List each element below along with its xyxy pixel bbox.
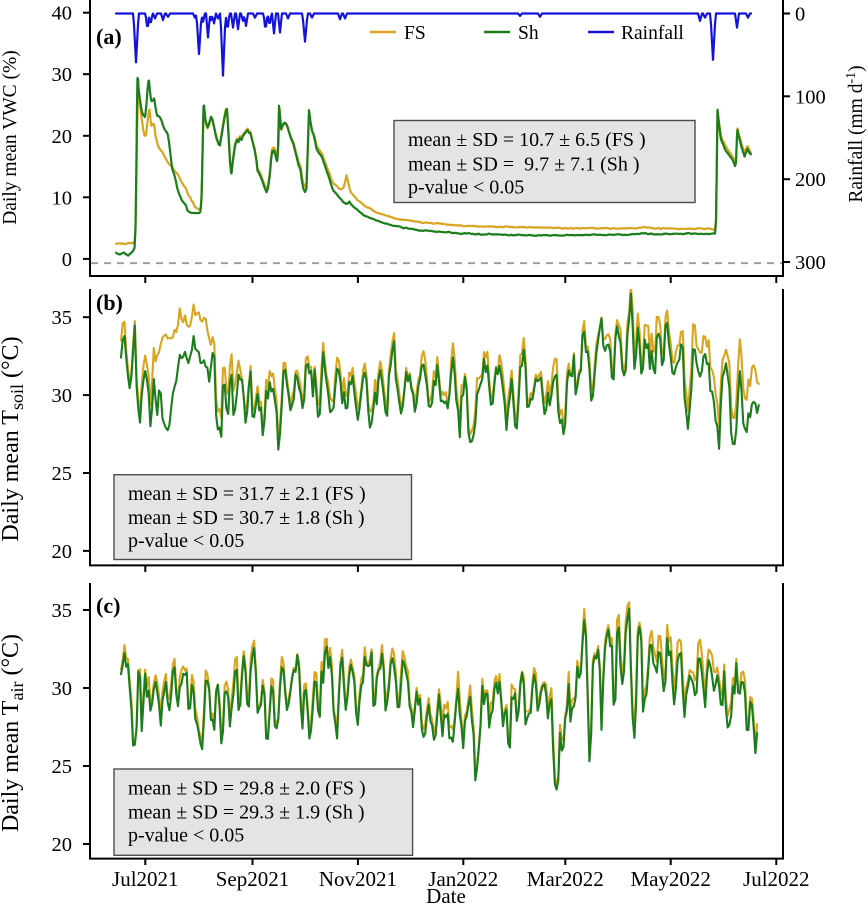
svg-text:30: 30 — [52, 678, 73, 700]
svg-text:mean ± SD = 30.7 ± 1.8 (Sh ): mean ± SD = 30.7 ± 1.8 (Sh ) — [128, 507, 365, 529]
svg-text:Daily mean Tsoil (°C): Daily mean Tsoil (°C) — [0, 336, 27, 541]
svg-text:10: 10 — [52, 187, 73, 209]
svg-text:35: 35 — [52, 307, 73, 329]
svg-text:200: 200 — [795, 169, 826, 191]
svg-text:May2022: May2022 — [630, 867, 711, 891]
svg-text:p-value < 0.05: p-value < 0.05 — [128, 825, 244, 847]
svg-text:25: 25 — [52, 756, 73, 778]
svg-text:Sh: Sh — [518, 23, 539, 44]
svg-text:FS: FS — [404, 23, 426, 44]
svg-text:mean ± SD = 10.7 ± 6.5 (FS ): mean ± SD = 10.7 ± 6.5 (FS ) — [408, 129, 646, 151]
svg-text:p-value < 0.05: p-value < 0.05 — [128, 530, 244, 552]
svg-text:25: 25 — [52, 463, 73, 485]
svg-text:0: 0 — [62, 249, 72, 271]
svg-text:Sep2021: Sep2021 — [216, 867, 290, 891]
svg-text:(c): (c) — [96, 593, 120, 618]
svg-text:Jul2021: Jul2021 — [112, 867, 179, 891]
svg-text:mean ± SD = 31.7 ± 2.1 (FS ): mean ± SD = 31.7 ± 2.1 (FS ) — [128, 483, 366, 505]
svg-text:Date: Date — [426, 884, 466, 908]
svg-text:Rainfall (mm d-1): Rainfall (mm d-1) — [844, 65, 867, 202]
svg-text:35: 35 — [52, 600, 73, 622]
svg-text:mean ± SD = 29.8 ± 2.0 (FS ): mean ± SD = 29.8 ± 2.0 (FS ) — [128, 778, 366, 800]
svg-text:20: 20 — [52, 126, 73, 148]
svg-text:300: 300 — [795, 252, 826, 274]
svg-text:Jan2022: Jan2022 — [428, 867, 498, 891]
svg-text:Rainfall: Rainfall — [621, 23, 684, 44]
svg-text:mean ± SD = 9.7 ± 7.1 (Sh ): mean ± SD = 9.7 ± 7.1 (Sh ) — [408, 153, 640, 175]
svg-text:30: 30 — [52, 385, 73, 407]
svg-text:Daily mean Tair (°C): Daily mean Tair (°C) — [0, 634, 27, 832]
svg-text:(a): (a) — [96, 24, 122, 49]
svg-text:mean ± SD = 29.3 ± 1.9 (Sh ): mean ± SD = 29.3 ± 1.9 (Sh ) — [128, 802, 365, 824]
svg-text:40: 40 — [52, 3, 73, 25]
svg-text:100: 100 — [795, 86, 826, 108]
svg-text:p-value < 0.05: p-value < 0.05 — [408, 177, 524, 199]
svg-text:30: 30 — [52, 64, 73, 86]
svg-text:0: 0 — [795, 4, 805, 26]
svg-text:Daily mean VWC (%): Daily mean VWC (%) — [0, 50, 21, 225]
svg-text:Mar2022: Mar2022 — [527, 867, 604, 891]
svg-text:(b): (b) — [96, 290, 123, 315]
svg-text:20: 20 — [52, 834, 73, 856]
svg-text:20: 20 — [52, 541, 73, 563]
svg-text:Nov2021: Nov2021 — [319, 867, 397, 891]
svg-text:Jul2022: Jul2022 — [743, 867, 810, 891]
